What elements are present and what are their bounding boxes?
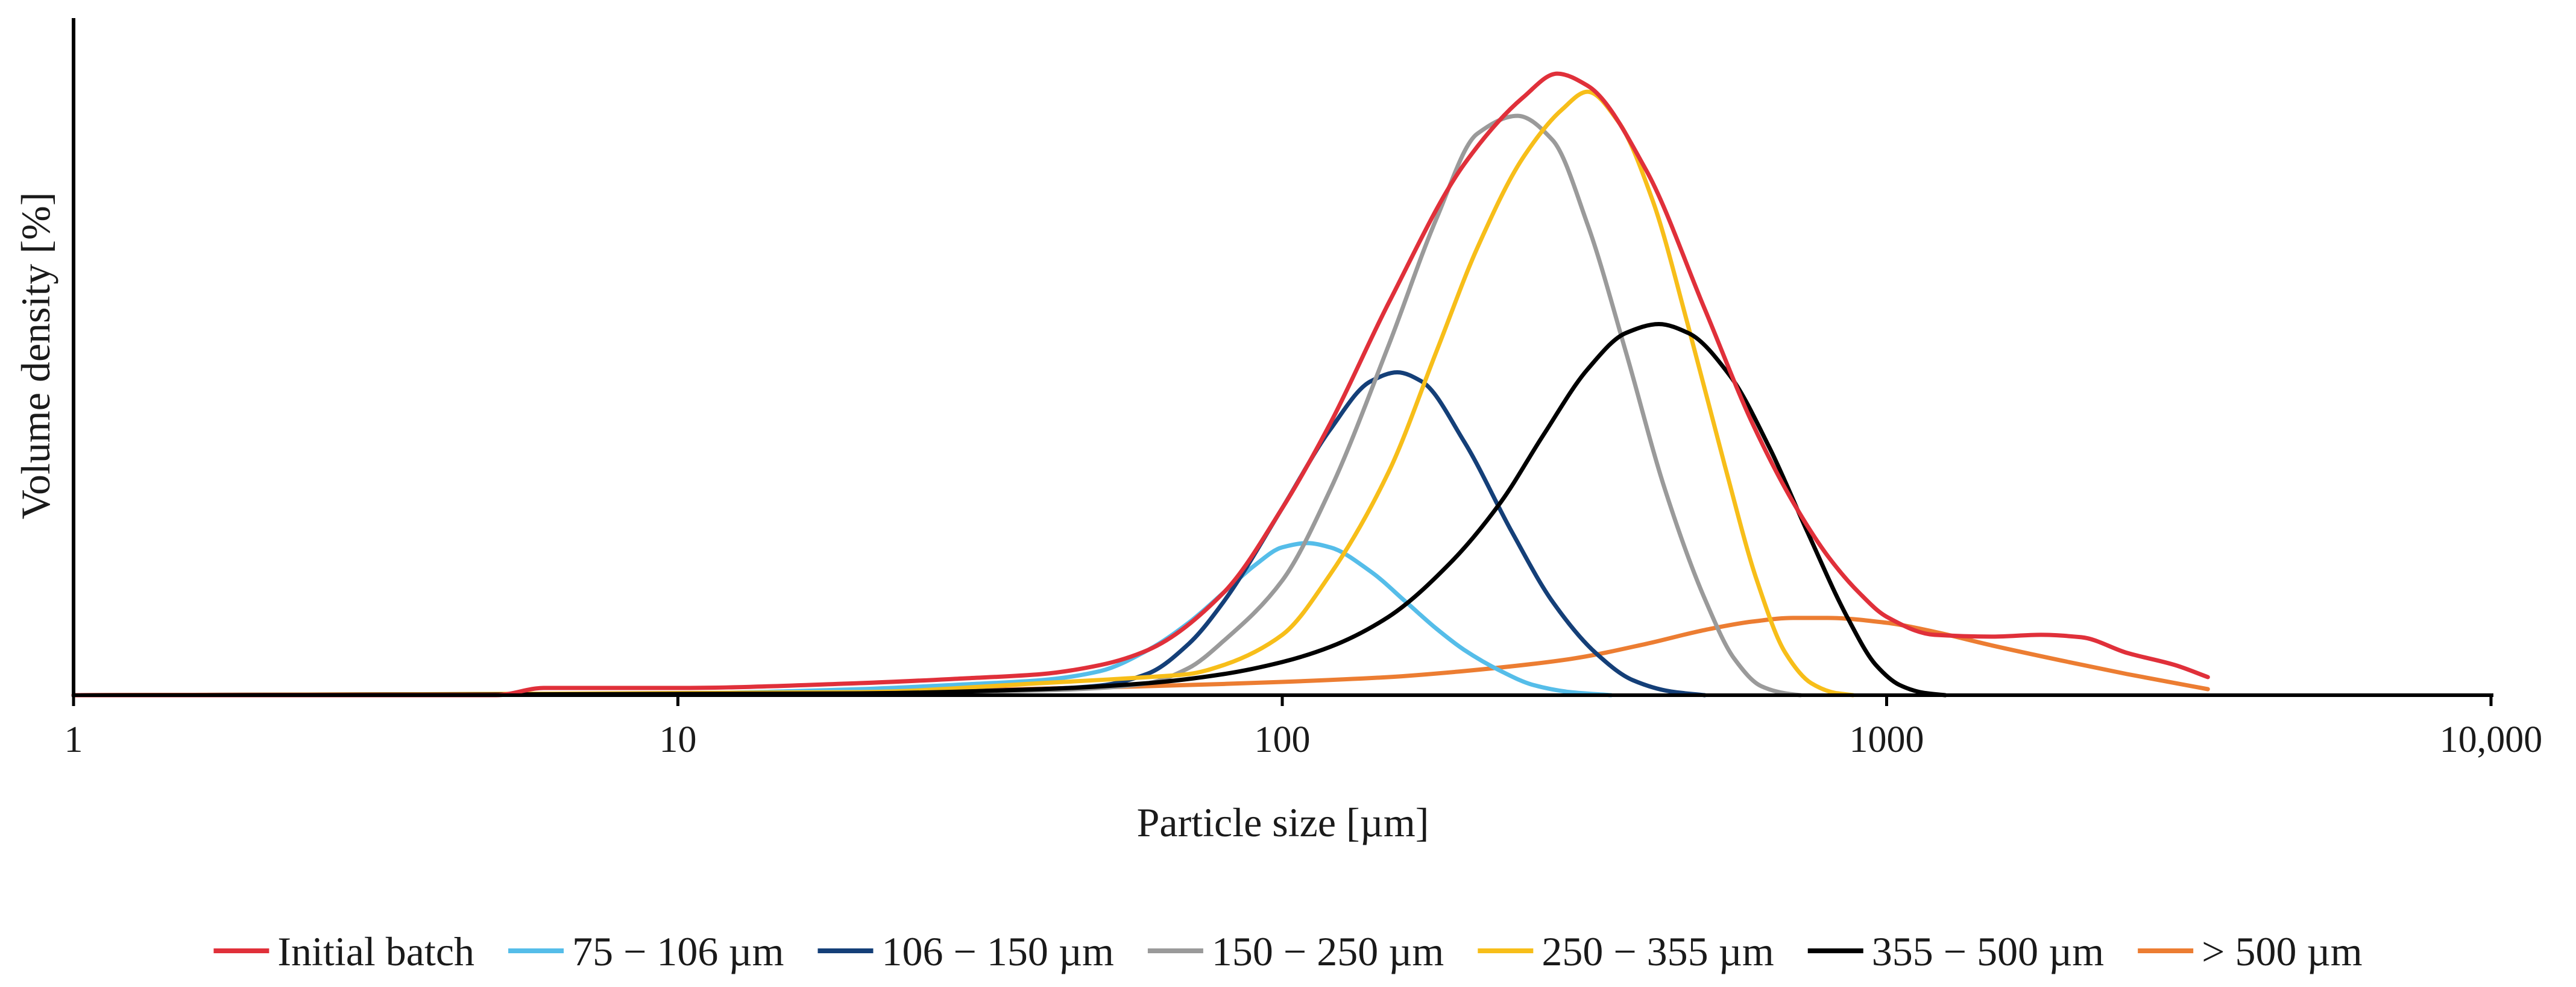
x-tick-label-100: 100 bbox=[1255, 719, 1311, 760]
legend: Initial batch 75 − 106 µm 106 − 150 µm 150 … bbox=[213, 929, 2363, 974]
legend-label-500-m: > 500 µm bbox=[2202, 929, 2362, 974]
series-group bbox=[71, 71, 2210, 698]
x-axis-ticks bbox=[72, 695, 2493, 706]
legend-label-initial-batch: Initial batch bbox=[277, 929, 474, 974]
series-line-150-250-m bbox=[71, 113, 1803, 698]
legend-label-355-500-m: 355 − 500 µm bbox=[1872, 929, 2104, 974]
plot-area bbox=[71, 18, 2493, 698]
series-line-initial-batch bbox=[71, 71, 2210, 698]
legend-label-150-250-m: 150 − 250 µm bbox=[1212, 929, 1444, 974]
series-line-75-106-m bbox=[71, 541, 1613, 698]
x-axis-title: Particle size [µm] bbox=[1137, 799, 1429, 845]
x-axis-tick-labels: 1 10 100 1000 10,000 bbox=[65, 719, 2543, 760]
x-tick-label-10: 10 bbox=[660, 719, 697, 760]
legend-label-106-150-m: 106 − 150 µm bbox=[881, 929, 1113, 974]
legend-label-75-106-m: 75 − 106 µm bbox=[572, 929, 784, 974]
x-tick-label-10-000: 10,000 bbox=[2440, 719, 2543, 760]
series-line-355-500-m bbox=[71, 322, 1948, 698]
series-line-250-355-m bbox=[71, 89, 1856, 698]
x-tick-label-1000: 1000 bbox=[1850, 719, 1924, 760]
x-tick-label-1: 1 bbox=[65, 719, 83, 760]
legend-label-250-355-m: 250 − 355 µm bbox=[1542, 929, 1774, 974]
y-axis-title: Volume density [%] bbox=[13, 192, 58, 520]
